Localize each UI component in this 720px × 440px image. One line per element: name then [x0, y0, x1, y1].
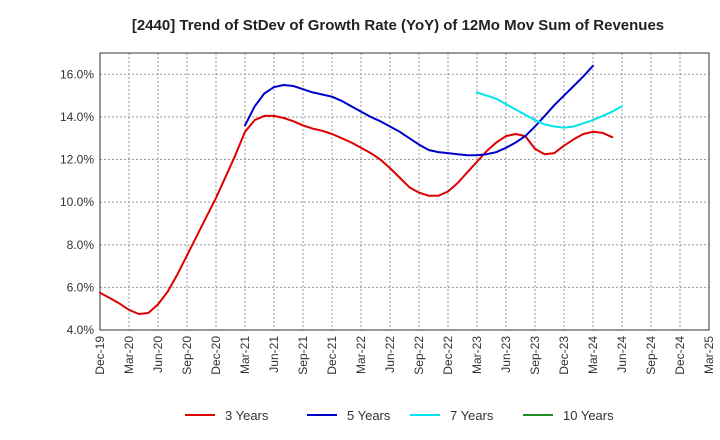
x-tick-label: Mar-21 — [238, 336, 252, 374]
plot-background — [100, 53, 709, 330]
legend-label-5-years: 5 Years — [347, 408, 391, 423]
y-tick-label: 14.0% — [60, 110, 94, 124]
x-tick-label: Dec-21 — [325, 336, 339, 375]
y-tick-label: 8.0% — [67, 238, 95, 252]
legend-label-10-years: 10 Years — [563, 408, 614, 423]
series-line-5-years — [244, 64, 594, 157]
series-line-3-years — [99, 114, 614, 315]
x-tick-label: Jun-24 — [615, 336, 629, 373]
x-tick-label: Jun-20 — [151, 336, 165, 373]
x-tick-label: Mar-22 — [354, 336, 368, 374]
legend-label-3-years: 3 Years — [225, 408, 269, 423]
x-tick-label: Mar-20 — [122, 336, 136, 374]
x-tick-label: Dec-24 — [673, 336, 687, 375]
x-tick-label: Sep-24 — [644, 336, 658, 375]
x-tick-label: Jun-21 — [267, 336, 281, 373]
y-tick-label: 4.0% — [67, 323, 95, 337]
x-tick-label: Sep-21 — [296, 336, 310, 375]
x-tick-label: Mar-23 — [470, 336, 484, 374]
legend: 3 Years 5 Years 7 Years 10 Years — [185, 408, 614, 423]
x-tick-label: Jun-23 — [499, 336, 513, 373]
x-tick-label: Sep-20 — [180, 336, 194, 375]
chart-title: [2440] Trend of StDev of Growth Rate (Yo… — [132, 17, 664, 34]
x-tick-label: Dec-19 — [93, 336, 107, 375]
y-tick-label: 16.0% — [60, 67, 94, 81]
x-tick-label: Dec-23 — [557, 336, 571, 375]
plot-frame — [99, 52, 710, 331]
x-tick-label: Dec-22 — [441, 336, 455, 375]
x-tick-label: Jun-22 — [383, 336, 397, 373]
y-tick-label: 12.0% — [60, 153, 94, 167]
y-tick-label: 6.0% — [67, 280, 95, 294]
x-tick-label: Dec-20 — [209, 336, 223, 375]
y-tick-label: 10.0% — [60, 195, 94, 209]
x-tick-label: Sep-22 — [412, 336, 426, 375]
legend-label-7-years: 7 Years — [450, 408, 494, 423]
plot-area: 4.0% 6.0% 8.0% 10.0% 12.0% 14.0% 16.0% Dec-19 Ma… — [60, 52, 716, 375]
series-line-7-years — [476, 91, 623, 129]
x-tick-label: Mar-25 — [702, 336, 716, 374]
x-tick-label: Sep-23 — [528, 336, 542, 375]
x-tick-label: Mar-24 — [586, 336, 600, 374]
